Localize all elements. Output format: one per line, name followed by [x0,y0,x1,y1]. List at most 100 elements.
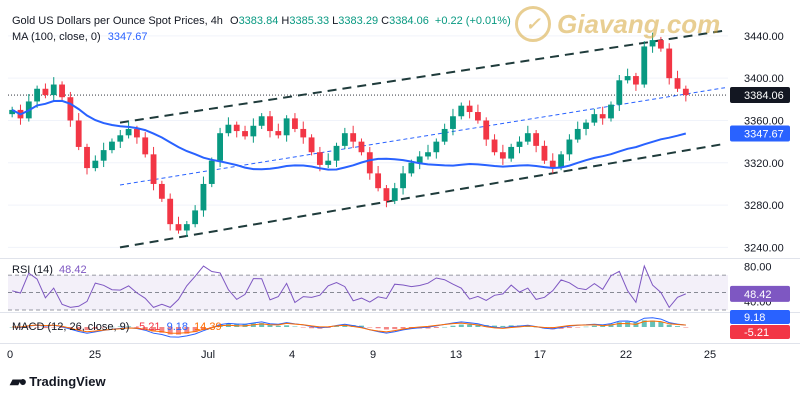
macd-histogram-bar [9,327,15,328]
price-tick-label: 3320.00 [744,158,784,170]
candle-body [574,128,581,140]
candle-body [134,128,140,138]
time-tick-label: 4 [289,349,295,361]
candle-body [333,145,340,161]
macd-histogram-bar [167,327,173,335]
time-tick-label: Jul [201,349,215,361]
candle-body [208,160,215,184]
macd-histogram-bar [42,327,48,329]
ma-label: MA (100, close, 0) [12,31,101,43]
candle-body [225,124,232,134]
macd-histogram-bar [309,327,315,329]
chart-title: Gold US Dollars per Ounce Spot Prices, 4… [12,15,223,27]
candle-body [300,128,307,138]
macd-histogram-bar [650,320,656,327]
candle-body [59,84,65,98]
candle-body [599,114,606,119]
candle-body [649,40,656,47]
rsi-tag-label: 48.42 [744,289,772,301]
macd-hist-value: 14.39 [194,321,222,333]
open-value: 3383.84 [238,15,279,27]
macd-label: MACD (12, 26, close, 9) [12,321,130,333]
candle-body [175,224,182,231]
candlesticks [9,32,689,237]
macd-histogram-bar [442,326,448,328]
candle-body [316,152,323,165]
price-tick-label: 3440.00 [744,31,784,43]
macd-histogram-bar [76,327,82,330]
macd-histogram-bar [591,325,597,327]
macd-histogram-bar [566,327,572,329]
macd-histogram-bar [275,325,281,327]
macd-histogram-bar [300,327,306,328]
candle-body [109,141,115,151]
macd-histogram-bar [292,326,298,328]
candle-body [608,104,614,119]
candle-body [657,40,664,49]
macd-histogram-bar [367,327,373,328]
candle-body [682,88,689,96]
candle-body [192,210,199,225]
macd-legend[interactable]: MACD (12, 26, close, 9) -5.21 9.18 14.39 [12,321,222,333]
macd-histogram-bar [101,327,107,328]
macd-signal-value: 9.18 [166,321,188,333]
price-axis: 3440.00 3400.00 3360.00 3320.00 3280.00 3240.… [744,31,784,255]
candle-body [566,139,573,155]
price-tag [730,87,790,104]
macd-histogram-bar [259,323,265,327]
macd-tag-label: -5.21 [744,327,769,339]
rsi-tick-label: 80.00 [744,261,772,273]
candle-body [441,128,448,142]
macd-tag-label: 9.18 [744,312,765,324]
macd-histogram-bar [467,324,473,327]
candle-body [633,76,639,85]
macd-histogram-bar [492,325,498,327]
candle-body [283,118,290,136]
macd-histogram-bar [400,327,406,329]
candle-body [641,46,648,85]
moving-average-line [11,99,687,171]
candle-body [524,133,531,142]
candle-body [358,141,365,153]
macd-histogram-bar [26,327,32,328]
macd-histogram-bar [109,326,115,328]
macd-histogram-bar [267,324,273,327]
candle-body [167,198,174,225]
candle-body [666,48,673,79]
candle-body [416,156,423,163]
grid-lines [8,35,728,248]
candle-body [499,152,506,159]
high-label: H [281,15,290,27]
candle-body [624,76,631,81]
macd-histogram-bar [284,325,290,327]
candle-body [92,160,99,169]
ma-legend[interactable]: MA (100, close, 0) 3347.67 [12,31,147,43]
macd-histogram-bar [383,327,389,330]
macd-histogram-bar [34,327,40,328]
macd-histogram-bar [500,325,506,327]
close-value: 3384.06 [389,15,429,27]
rsi-legend[interactable]: RSI (14) 48.42 [12,264,87,276]
price-tick-label: 3400.00 [744,73,784,85]
candle-body [433,141,440,153]
candle-body [34,88,41,102]
giavang-logo-icon: ✓ [515,6,551,42]
macd-histogram-bar [458,324,464,327]
candle-body [341,133,348,146]
macd-histogram-bar [641,320,647,327]
candle-body [483,120,490,140]
macd-histogram-bar [625,321,631,327]
candle-body [67,97,74,121]
macd-histogram-bar [126,326,132,327]
macd-histogram-bar [375,327,381,329]
macd-histogram-bar [666,324,672,327]
rsi-line [12,264,686,309]
candle-body [549,160,556,168]
macd-histogram-bar [450,325,456,327]
macd-histogram-bar [575,327,581,328]
candle-body [458,105,465,117]
tradingview-brand[interactable]: ▰● TradingView [10,373,106,390]
macd-signal-line [12,320,686,334]
rsi-label: RSI (14) [12,264,53,276]
